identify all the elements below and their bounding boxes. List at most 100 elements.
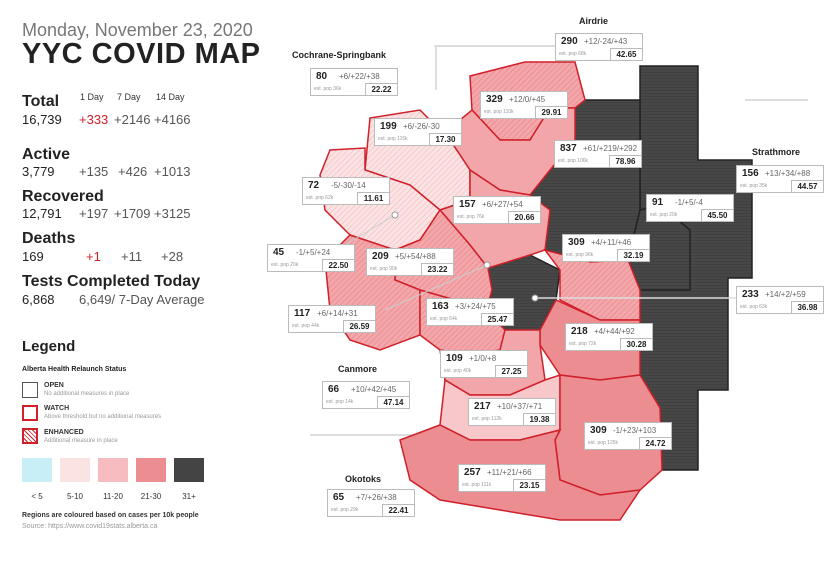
status-open-desc: No additional measures in place (44, 391, 130, 397)
region-info-r117: 117 +6/+14/+31 est. pop 44k 26.59 (288, 305, 376, 333)
place-airdrie: Airdrie (579, 16, 609, 26)
region-info-r45: 45 -1/+5/+24 est. pop 20k 22.50 (267, 244, 355, 272)
active-1day: +135 (79, 164, 109, 179)
region-rate: 78.96 (609, 155, 641, 167)
region-info-r218: 218 +4/+44/+92 est. pop 72k 30.28 (565, 323, 653, 351)
region-deltas: +7/+26/+38 (356, 493, 397, 502)
date-label: Monday, November 23, 2020 (22, 20, 253, 40)
region-cases: 45 (273, 247, 285, 258)
region-population: est. pop 63k (740, 304, 768, 310)
region-population: est. pop 72k (569, 341, 597, 347)
place-cochrane: Cochrane-Springbank (292, 50, 387, 60)
region-info-r157: 157 +6/+27/+54 est. pop 76k 20.66 (453, 196, 541, 224)
region-info-airdrie: 290 +12/-24/+43 est. pop 68k 42.65 (555, 33, 643, 61)
col-7day: 7 Day (117, 92, 141, 102)
region-cases: 233 (742, 289, 759, 300)
tests-label: Tests Completed Today (22, 273, 201, 290)
total-1day: +333 (79, 112, 109, 127)
status-enhanced-desc: Additional measure in place (44, 438, 118, 444)
deaths-1day: +1 (86, 249, 101, 264)
region-cases: 109 (446, 353, 463, 364)
region-cases: 72 (308, 180, 320, 191)
scale-label: 5-10 (66, 492, 83, 501)
region-population: est. pop 20k (650, 212, 678, 218)
region-info-r309s: 309 -1/+23/+103 est. pop 125k 24.72 (584, 422, 672, 450)
region-cases: 66 (328, 384, 340, 395)
scale-swatch (22, 458, 52, 482)
total-14day: +4166 (154, 112, 191, 127)
legend-subtitle: Alberta Health Relaunch Status (22, 366, 127, 373)
region-deltas: +4/+44/+92 (594, 327, 635, 336)
region-info-r209: 209 +5/+54/+88 est. pop 90k 23.22 (366, 248, 454, 276)
region-deltas: +14/+2/+59 (765, 290, 806, 299)
region-cases: 157 (459, 199, 476, 210)
scale-label: 11-20 (103, 492, 123, 501)
region-cases: 80 (316, 71, 328, 82)
region-population: est. pop 125k (588, 440, 619, 446)
region-deltas: +6/-26/-30 (403, 122, 440, 131)
status-open-swatch (22, 382, 38, 398)
scale-label: 21-30 (140, 492, 162, 501)
region-deltas: +61/+219/+292 (583, 144, 638, 153)
scale-swatch (136, 458, 166, 482)
col-14day: 14 Day (156, 92, 185, 102)
region-population: est. pop 36k (314, 86, 342, 92)
region-info-r257: 257 +11/+21/+66 est. pop 111k 23.15 (458, 464, 546, 492)
region-rate: 27.25 (495, 365, 527, 377)
region-info-r91: 91 -1/+5/-4 est. pop 20k 45.50 (646, 194, 734, 222)
region-info-canmore: 66 +10/+42/+45 est. pop 14k 47.14 (322, 381, 410, 409)
region-deltas: +1/0/+8 (469, 354, 497, 363)
region-deltas: +12/-24/+43 (584, 37, 628, 46)
region-deltas: +4/+11/+46 (591, 238, 632, 247)
region-cases: 91 (652, 197, 664, 208)
deaths-14day: +28 (161, 249, 184, 264)
total-value: 16,739 (22, 112, 62, 127)
region-population: est. pop 111k (462, 482, 492, 488)
region-population: est. pop 76k (457, 214, 485, 220)
total-label: Total (22, 93, 60, 110)
region-cases: 117 (294, 308, 311, 319)
tests-average: 6,649/ 7-Day Average (79, 292, 205, 307)
region-cases: 309 (590, 425, 607, 436)
region-deltas: -1/+5/-4 (675, 198, 703, 207)
region-rate: 26.59 (343, 320, 375, 332)
active-value: 3,779 (22, 164, 55, 179)
region-deltas: +10/+37/+71 (497, 402, 543, 411)
region-deltas: +6/+14/+31 (317, 309, 358, 318)
region-rate: 32.19 (617, 249, 649, 261)
region-info-r163: 163 +3/+24/+75 est. pop 64k 25.47 (426, 298, 514, 326)
region-deltas: +3/+24/+75 (455, 302, 496, 311)
scale-swatch (174, 458, 204, 482)
deaths-label: Deaths (22, 230, 76, 247)
region-rate: 29.91 (535, 106, 567, 118)
region-info-r329: 329 +12/0/+45 est. pop 110k 29.91 (480, 91, 568, 119)
region-rate: 45.50 (701, 209, 733, 221)
region-population: est. pop 96k (566, 252, 594, 258)
region-rate: 42.65 (610, 48, 642, 60)
region-cases: 217 (474, 401, 491, 412)
total-7day: +2146 (114, 112, 151, 127)
status-enhanced-label: ENHANCED (44, 429, 84, 436)
region-info-okotoks: 65 +7/+26/+38 est. pop 29k 22.41 (327, 489, 415, 517)
region-population: est. pop 64k (430, 316, 458, 322)
status-enhanced-swatch (22, 428, 38, 444)
region-deltas: +13/+34/+88 (765, 169, 811, 178)
scale-swatch (98, 458, 128, 482)
region-population: est. pop 112k (472, 416, 502, 422)
deaths-value: 169 (22, 249, 44, 264)
region-rate: 30.28 (620, 338, 652, 350)
region-rate: 22.22 (365, 83, 397, 95)
scale-swatch (60, 458, 90, 482)
region-rate: 47.14 (377, 396, 409, 408)
region-info-r72: 72 -5/-30/-14 est. pop 62k 11.61 (302, 177, 390, 205)
region-info-r109: 109 +1/0/+8 est. pop 40k 27.25 (440, 350, 528, 378)
recovered-1day: +197 (79, 206, 109, 221)
place-okotoks: Okotoks (345, 474, 382, 484)
region-cases: 218 (571, 326, 588, 337)
region-rate: 44.57 (791, 180, 823, 192)
region-cases: 329 (486, 94, 503, 105)
region-cases: 209 (372, 251, 389, 262)
region-cases: 156 (742, 168, 759, 179)
region-cases: 163 (432, 301, 449, 312)
region-rate: 23.15 (513, 479, 545, 491)
